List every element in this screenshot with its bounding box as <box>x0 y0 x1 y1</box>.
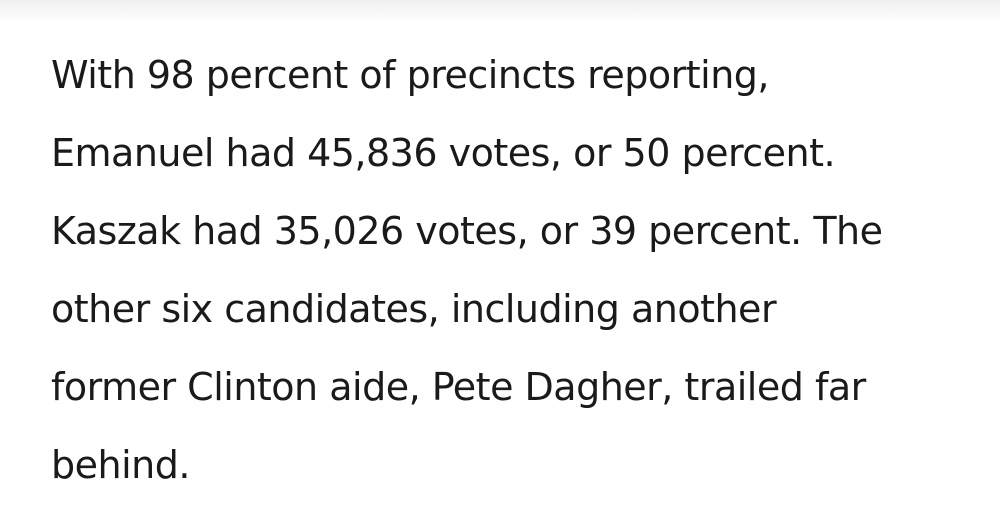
paragraph-line-2: Emanuel had 45,836 votes, or 50 percent. <box>51 131 836 175</box>
header-shadow <box>0 0 1000 24</box>
paragraph-line-1: With 98 percent of precincts reporting, <box>51 53 770 97</box>
article-paragraph: With 98 percent of precincts reporting, … <box>51 36 981 504</box>
paragraph-line-3: Kaszak had 35,026 votes, or 39 percent. … <box>51 209 883 253</box>
paragraph-line-5: former Clinton aide, Pete Dagher, traile… <box>51 365 866 409</box>
paragraph-line-6: behind. <box>51 443 190 487</box>
paragraph-line-4: other six candidates, including another <box>51 287 777 331</box>
